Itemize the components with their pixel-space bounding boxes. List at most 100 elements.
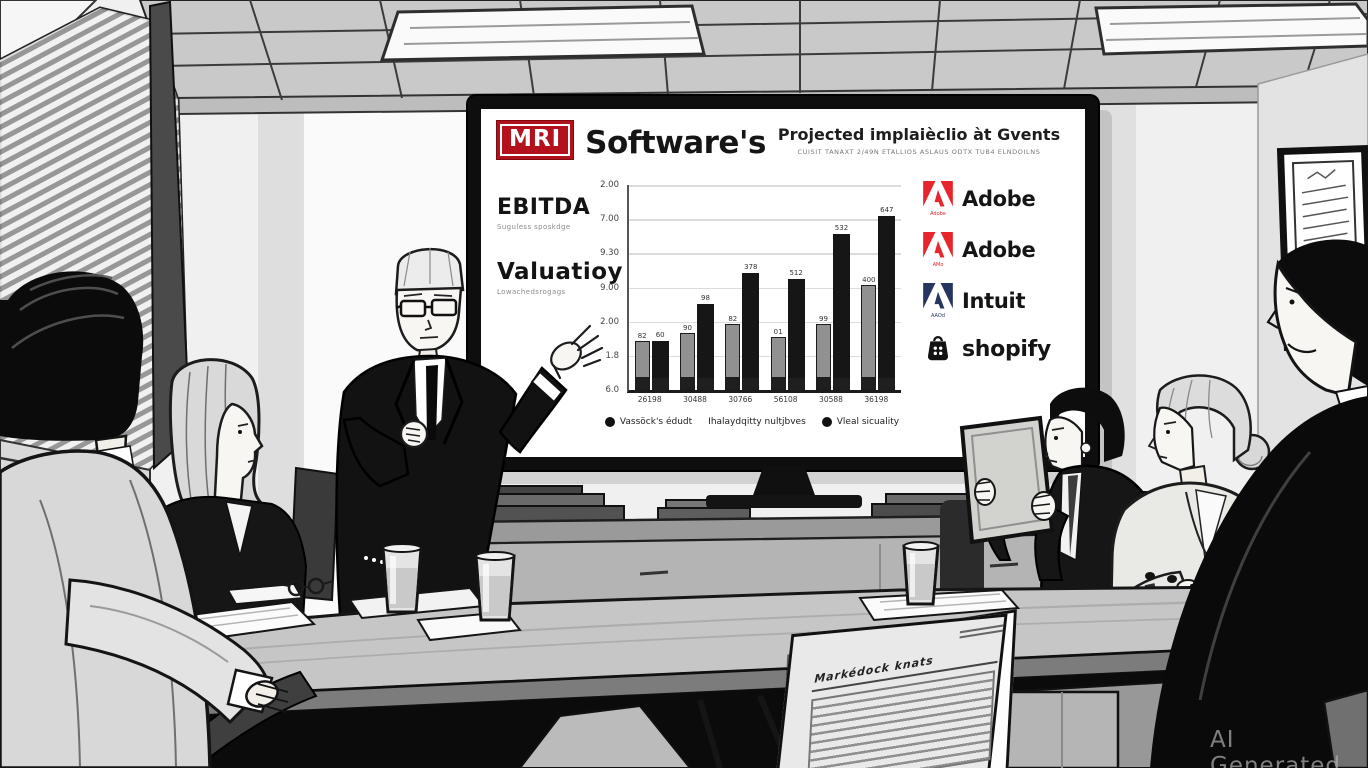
bar-value-label: 60: [655, 330, 665, 339]
logo-adobe: AMo Adobe: [923, 232, 1051, 268]
hair: [1278, 239, 1368, 386]
bar-group: 99 532: [815, 224, 850, 390]
legend-item: Ihalaydqitty nultjbves: [708, 417, 806, 427]
presentation-screen: MRI Software's Projected implaièclio àt …: [468, 96, 1098, 470]
x-tick-label: 26198: [637, 395, 662, 404]
bar-group: 400 647: [861, 206, 896, 390]
logo-caption: AAOd: [930, 313, 945, 319]
hair-bun: [1233, 433, 1271, 471]
black-bar: 378: [742, 263, 760, 390]
water-glass: [474, 551, 516, 622]
gray-bar: 82: [634, 332, 650, 390]
logo-caption: Adobe: [930, 211, 946, 217]
bar-group: 82 60: [634, 331, 669, 390]
table-props: [150, 541, 1256, 646]
face: [212, 402, 264, 516]
pen: [1190, 584, 1256, 602]
logo-label: Intuit: [962, 289, 1026, 313]
adobe-icon: AMo: [923, 232, 953, 268]
x-tick-label: 56108: [773, 395, 798, 404]
foreground-man-left: [0, 271, 318, 768]
chart-legend: Vassöck's édudt Ihalaydqitty nultjbves Vle…: [587, 417, 917, 427]
bar-value-label: 99: [819, 315, 828, 324]
glasses-icon: [399, 299, 427, 318]
face: [1273, 259, 1358, 398]
window-blinds: [0, 0, 192, 562]
mri-logo: MRI: [497, 121, 574, 159]
ai-generated-watermark: AI Generated: [1210, 727, 1342, 768]
hair: [0, 271, 144, 441]
legend-dot: [821, 417, 832, 427]
legend-label: Vleal sicuality: [836, 417, 900, 427]
chart-plot: 82 60 90 98 82 378 01 512 99 532 400 647: [627, 185, 901, 393]
bar-value-label: 532: [834, 224, 849, 233]
company-logos: Adobe Adobe AMo Adobe AAOd Intuit shopify: [923, 181, 1051, 365]
adobe-icon: Adobe: [923, 181, 953, 217]
table-top: [25, 584, 1368, 704]
blazer: [1108, 481, 1276, 656]
logo-label: shopify: [962, 337, 1051, 362]
hair: [394, 248, 465, 296]
gray-bar: 01: [770, 328, 786, 390]
credenza: [442, 485, 1368, 612]
y-axis-ticks: 2.00 7.00 9.30 9.00 2.00 1.8 6.0: [593, 180, 623, 395]
suit: [1150, 396, 1368, 768]
paper-sheet: [150, 600, 317, 646]
legend-item: Vleal sicuality: [821, 417, 900, 427]
ceiling-light-panel: [1094, 2, 1368, 56]
label-ebitda: EBITDA Suguless sposkdge: [497, 195, 591, 231]
logo-label: Adobe: [962, 187, 1036, 211]
sleeve: [64, 578, 270, 725]
table-document: Markédock knats: [791, 609, 1017, 768]
suit-jacket: [0, 449, 212, 768]
bar-value-label: 400: [862, 276, 876, 285]
logo-caption: AMo: [932, 262, 944, 268]
eyeglasses-icon: [278, 577, 334, 597]
y-tick-label: 9.30: [600, 248, 619, 259]
document-corner-block: [959, 621, 1004, 641]
logo-shopify: shopify: [923, 334, 1051, 365]
x-tick-label: 30488: [683, 395, 707, 404]
face: [395, 286, 463, 352]
right-wall: [1257, 53, 1368, 711]
wall-picture-frame: [1276, 144, 1368, 352]
y-tick-label: 1.8: [605, 350, 619, 361]
bar-groups: 82 60 90 98 82 378 01 512 99 532 400 647: [629, 185, 901, 390]
gray-bar: 400: [861, 276, 877, 390]
fist: [399, 419, 429, 449]
legend-item: Vassöck's édudt: [604, 417, 693, 427]
document-text-lines: [806, 670, 996, 768]
y-tick-label: 7.00: [600, 214, 619, 225]
wall-highlight: [300, 90, 480, 630]
hand: [245, 680, 279, 708]
chair-armrest: [158, 670, 318, 768]
brand-name: Software's: [585, 125, 766, 161]
x-axis-labels: 26198 30488 30766 56108 30588 36198: [627, 395, 899, 404]
seated-woman-bun: [1108, 374, 1310, 656]
black-bar: 98: [696, 294, 714, 390]
bar-value-label: 98: [701, 293, 710, 302]
water-glass: [902, 541, 940, 606]
slide-title: Projected implaièclio àt Gvents: [777, 125, 1061, 145]
mri-logo-text: MRI: [509, 126, 562, 152]
wristwatch: [1144, 583, 1158, 599]
adobe-icon: AAOd: [923, 283, 953, 319]
gray-bar: 82: [725, 315, 741, 390]
foreground-man-right: [1150, 239, 1368, 768]
bar-chart: 2.00 7.00 9.30 9.00 2.00 1.8 6.0 82 60 90 98 82 378…: [593, 180, 911, 445]
face: [1153, 406, 1196, 472]
y-tick-label: 9.00: [600, 282, 619, 293]
table-leg: [1004, 690, 1120, 768]
bar-value-label: 82: [728, 315, 738, 324]
gray-bar: 99: [815, 315, 831, 390]
legend-label: Vassöck's édudt: [619, 417, 693, 427]
black-bar: 60: [651, 331, 669, 390]
ceiling-light-panel: [379, 4, 706, 62]
seated-woman-bob: [144, 358, 340, 646]
bar-value-label: 378: [744, 263, 758, 272]
slide-subtitle: CUISIT TANAXT 2/49N ETALLIOS ASLAUS ODTX…: [797, 148, 1041, 156]
y-tick-label: 2.00: [600, 180, 619, 190]
bar-value-label: 90: [683, 323, 692, 332]
slide: MRI Software's Projected implaièclio àt …: [481, 109, 1085, 457]
